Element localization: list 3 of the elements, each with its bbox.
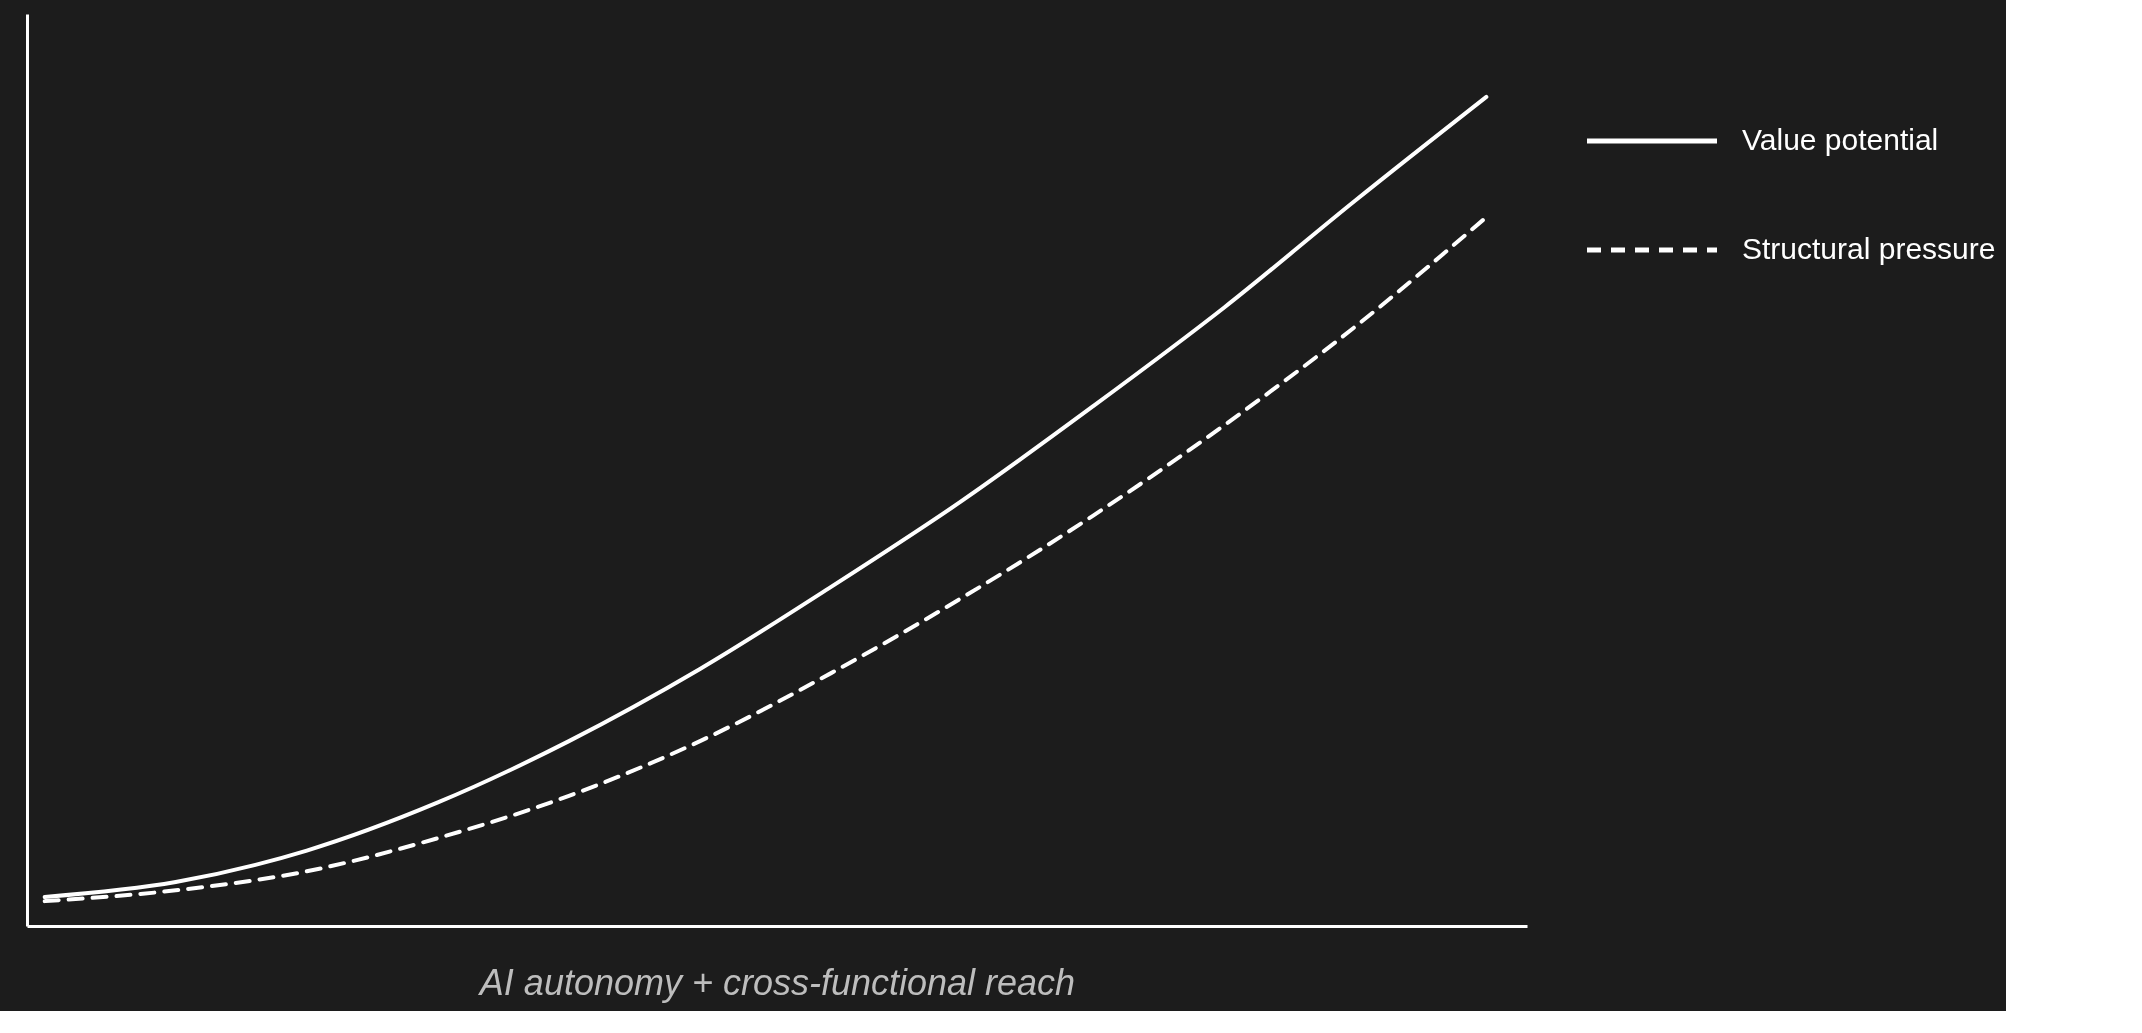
x-axis-title: AI autonomy + cross-functional reach <box>477 961 1076 1003</box>
legend-label: Structural pressure <box>1742 232 1996 265</box>
legend-label: Value potential <box>1742 123 1939 156</box>
